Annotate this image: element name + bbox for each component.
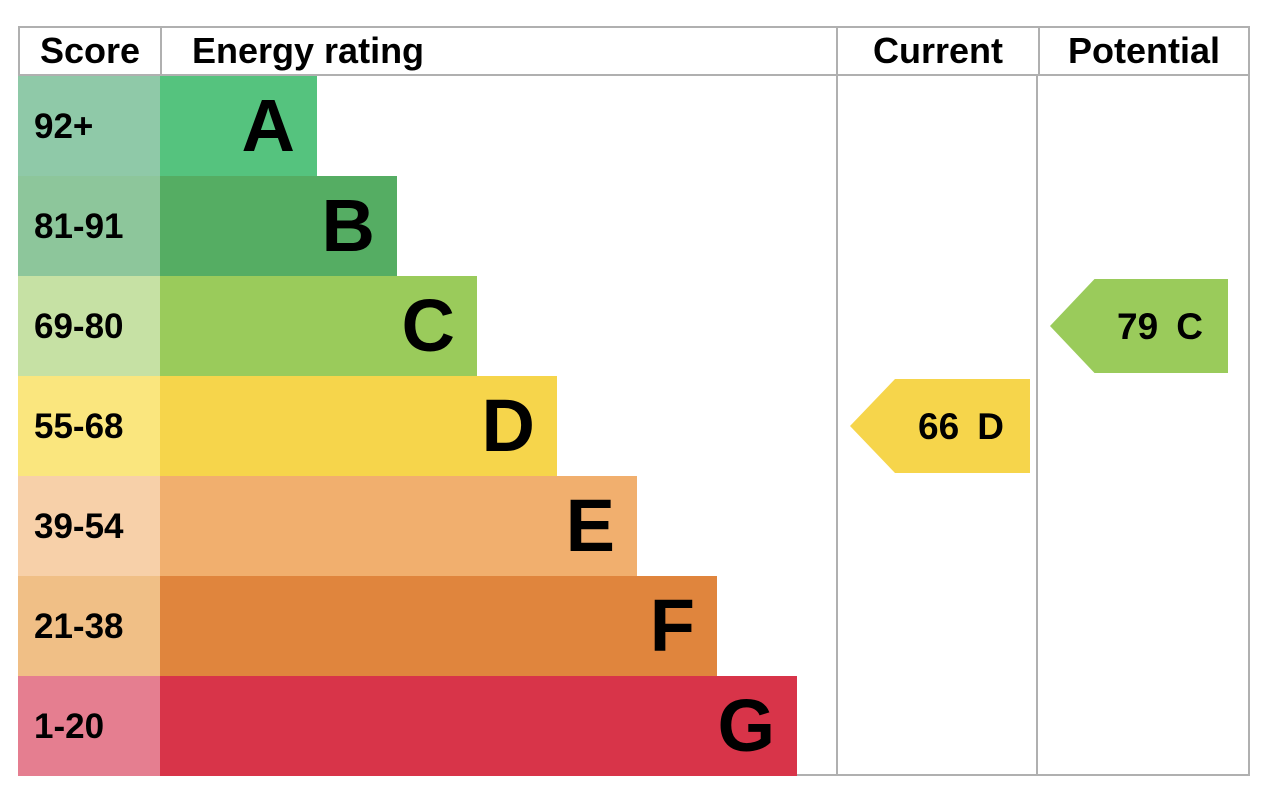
rating-bar-b: B	[160, 176, 397, 276]
band-letter: A	[241, 84, 295, 167]
band-row-b: 81-91 B	[18, 176, 1250, 276]
rating-table-body: 92+ A 81-91 B 69-80 C 55-68	[18, 76, 1250, 776]
band-letter: F	[649, 584, 695, 667]
band-row-c: 69-80 C	[18, 276, 1250, 376]
rating-bar-g: G	[160, 676, 797, 776]
score-cell: 1-20	[18, 676, 160, 776]
current-rating-value: 66	[918, 405, 960, 447]
band-letter: C	[401, 284, 455, 367]
band-letter: D	[481, 384, 535, 467]
rating-bar-c: C	[160, 276, 477, 376]
rating-bar-e: E	[160, 476, 637, 576]
current-column-header: Current	[836, 26, 1038, 76]
score-cell: 69-80	[18, 276, 160, 376]
potential-rating-value: 79	[1117, 305, 1159, 347]
rating-bar-a: A	[160, 76, 317, 176]
rating-bar-d: D	[160, 376, 557, 476]
score-cell: 39-54	[18, 476, 160, 576]
potential-column-header: Potential	[1038, 26, 1250, 76]
score-cell: 81-91	[18, 176, 160, 276]
potential-rating-grade: C	[1176, 305, 1203, 347]
band-row-d: 55-68 D	[18, 376, 1250, 476]
band-row-f: 21-38 F	[18, 576, 1250, 676]
current-rating-grade: D	[977, 405, 1004, 447]
table-header: Score Energy rating Current Potential	[18, 26, 1250, 76]
rating-bar-f: F	[160, 576, 717, 676]
rating-table: Score Energy rating Current Potential 92…	[18, 26, 1250, 776]
band-letter: E	[565, 484, 615, 567]
score-cell: 92+	[18, 76, 160, 176]
score-column-header: Score	[18, 26, 160, 76]
band-row-a: 92+ A	[18, 76, 1250, 176]
band-letter: B	[321, 184, 375, 267]
band-letter: G	[717, 684, 775, 767]
energy-rating-column-header: Energy rating	[160, 26, 836, 76]
band-row-e: 39-54 E	[18, 476, 1250, 576]
band-row-g: 1-20 G	[18, 676, 1250, 776]
score-cell: 55-68	[18, 376, 160, 476]
score-cell: 21-38	[18, 576, 160, 676]
